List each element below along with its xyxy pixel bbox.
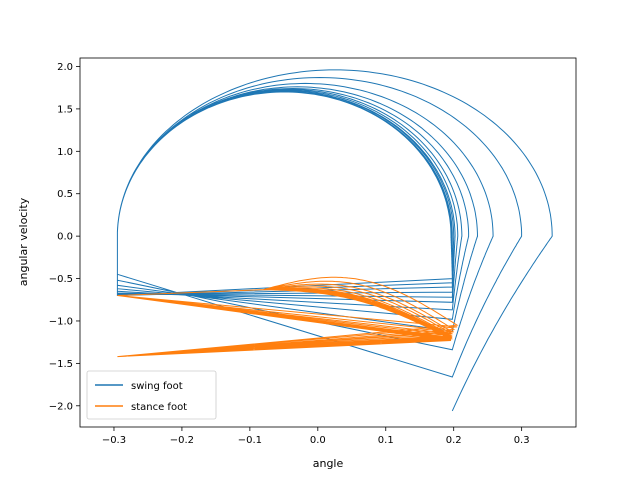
plot-frame xyxy=(79,57,577,428)
y-tick-label: 0.0 xyxy=(57,232,73,243)
x-axis: −0.3 −0.2 −0.1 0.0 0.1 0.2 0.3 xyxy=(102,427,530,446)
legend-box xyxy=(86,370,217,420)
y-tick-label: −2.0 xyxy=(49,401,73,412)
y-axis-label: angular velocity xyxy=(17,197,30,286)
y-tick-label: −0.5 xyxy=(49,274,73,285)
x-tick-label: 0.0 xyxy=(310,435,326,446)
y-tick-label: −1.0 xyxy=(49,316,73,327)
series-line-stance-foot xyxy=(117,276,459,358)
x-tick-label: −0.1 xyxy=(238,435,262,446)
y-tick-label: −1.5 xyxy=(49,359,73,370)
legend-label-swing-foot: swing foot xyxy=(131,381,183,392)
legend-label-stance-foot: stance foot xyxy=(131,402,187,413)
series-layer xyxy=(116,69,553,412)
y-tick-label: 1.5 xyxy=(57,104,73,115)
y-tick-label: 2.0 xyxy=(57,62,73,73)
x-tick-label: −0.3 xyxy=(102,435,126,446)
y-tick-label: 1.0 xyxy=(57,147,73,158)
x-tick-label: 0.3 xyxy=(514,435,530,446)
x-axis-label: angle xyxy=(313,457,344,470)
legend: swing foot stance foot xyxy=(86,370,217,420)
x-tick-label: 0.1 xyxy=(378,435,394,446)
y-tick-label: 0.5 xyxy=(57,189,73,200)
x-tick-label: −0.2 xyxy=(170,435,194,446)
y-axis: −2.0 −1.5 −1.0 −0.5 0.0 0.5 1.0 1.5 2.0 xyxy=(49,62,80,412)
x-tick-label: 0.2 xyxy=(446,435,462,446)
